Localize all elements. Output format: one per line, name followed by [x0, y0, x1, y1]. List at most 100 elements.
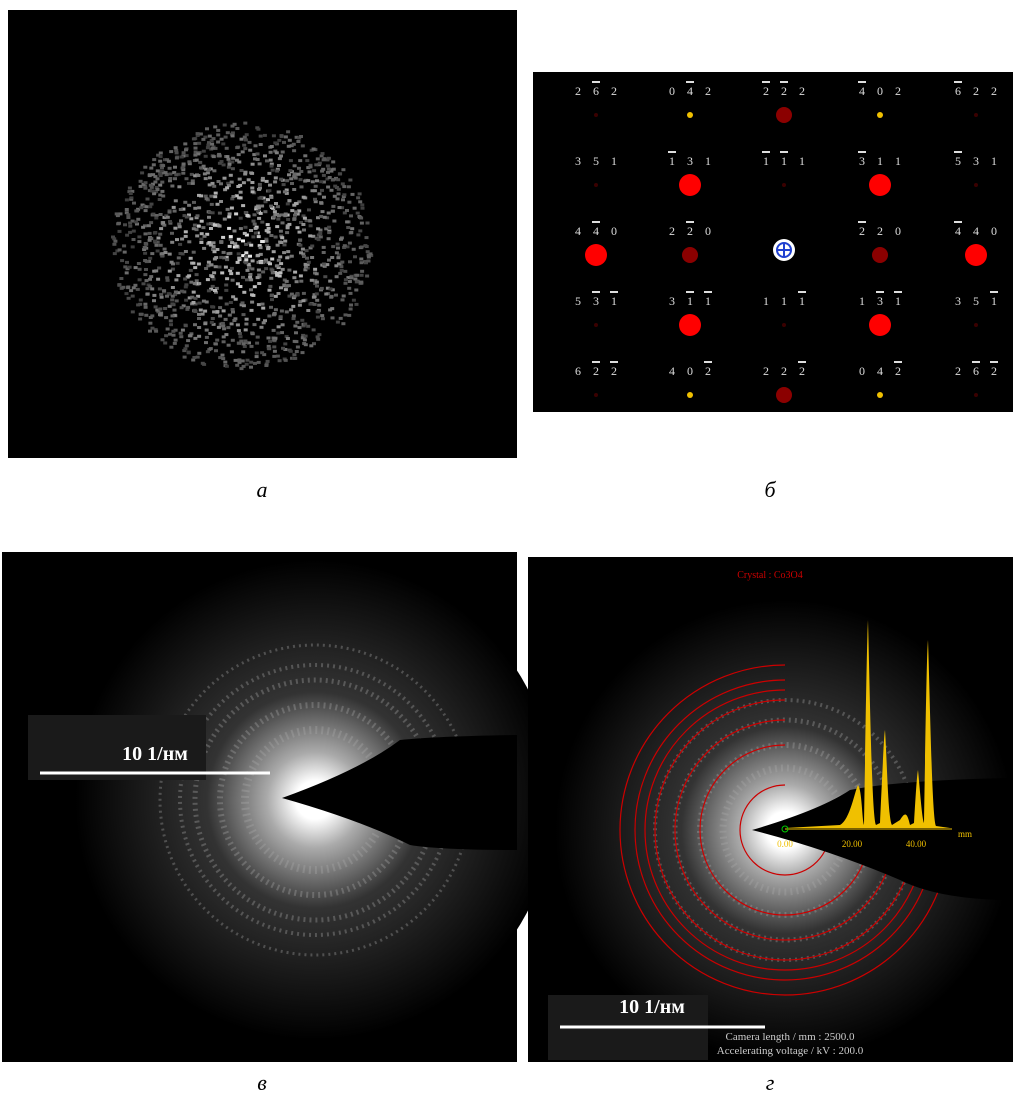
- speckle: [127, 297, 131, 300]
- speckle: [223, 177, 227, 180]
- speckle: [312, 296, 316, 299]
- speckle: [255, 342, 259, 345]
- speckle: [331, 205, 335, 208]
- speckle: [152, 294, 156, 297]
- speckle: [208, 211, 212, 214]
- speckle: [203, 235, 207, 238]
- speckle: [257, 274, 261, 277]
- index-digit: 1: [991, 154, 997, 168]
- speckle: [231, 279, 235, 282]
- index-digit: 2: [611, 364, 617, 378]
- speckle: [260, 326, 264, 329]
- speckle: [158, 313, 162, 316]
- speckle: [345, 220, 349, 223]
- image-b: [533, 72, 1013, 412]
- speckle: [269, 196, 273, 199]
- speckle: [277, 259, 281, 262]
- speckle: [143, 273, 147, 276]
- speckle: [285, 280, 289, 283]
- speckle: [147, 224, 151, 227]
- speckle: [249, 361, 253, 364]
- speckle: [227, 227, 231, 230]
- speckle: [155, 244, 159, 247]
- speckle: [159, 293, 163, 296]
- speckle: [224, 284, 228, 287]
- speckle: [199, 194, 203, 197]
- speckle: [123, 223, 127, 226]
- speckle: [219, 296, 223, 299]
- speckle: [170, 298, 174, 301]
- speckle: [285, 231, 289, 234]
- index-digit: 1: [781, 154, 787, 168]
- speckle: [320, 287, 324, 290]
- speckle: [216, 141, 220, 144]
- speckle: [125, 292, 129, 295]
- speckle: [174, 278, 178, 281]
- speckle: [139, 180, 143, 183]
- speckle: [294, 202, 298, 205]
- index-digit: 4: [877, 364, 883, 378]
- speckle: [194, 310, 198, 313]
- speckle: [182, 163, 186, 166]
- speckle: [170, 261, 174, 264]
- speckle: [287, 269, 291, 272]
- speckle: [191, 179, 195, 182]
- speckle: [310, 256, 314, 259]
- speckle: [360, 222, 364, 225]
- speckle: [163, 248, 167, 251]
- speckle: [278, 275, 282, 278]
- speckle: [219, 200, 223, 203]
- speckle: [218, 315, 222, 318]
- speckle: [273, 312, 277, 315]
- index-digit: 2: [895, 364, 901, 378]
- speckle: [145, 279, 149, 282]
- speckle: [222, 335, 226, 338]
- index-digit: 4: [955, 224, 961, 238]
- speckle: [283, 214, 287, 217]
- speckle: [150, 203, 154, 206]
- speckle: [292, 314, 296, 317]
- speckle: [316, 157, 320, 160]
- speckle: [228, 245, 232, 248]
- speckle: [231, 339, 235, 342]
- spot: [687, 392, 693, 398]
- speckle: [171, 330, 175, 333]
- speckle: [249, 288, 253, 291]
- speckle: [290, 182, 294, 185]
- speckle: [230, 322, 234, 325]
- speckle: [274, 295, 278, 298]
- speckle: [349, 276, 353, 279]
- speckle: [341, 298, 345, 301]
- spot: [776, 107, 792, 123]
- speckle: [212, 169, 216, 172]
- speckle: [268, 340, 272, 343]
- speckle: [154, 305, 158, 308]
- speckle: [341, 182, 345, 185]
- speckle: [197, 263, 201, 266]
- speckle: [278, 157, 282, 160]
- speckle: [345, 209, 349, 212]
- speckle: [198, 302, 202, 305]
- speckle: [250, 181, 254, 184]
- speckle: [335, 275, 339, 278]
- speckle: [152, 299, 156, 302]
- spot: [594, 393, 598, 397]
- speckle: [173, 177, 177, 180]
- speckle: [237, 238, 241, 241]
- speckle: [281, 268, 285, 271]
- speckle: [338, 173, 342, 176]
- speckle: [287, 173, 291, 176]
- speckle: [311, 180, 315, 183]
- speckle: [257, 235, 261, 238]
- speckle: [268, 184, 272, 187]
- spot: [965, 244, 987, 266]
- speckle: [307, 261, 311, 264]
- speckle: [184, 230, 188, 233]
- speckle: [308, 220, 312, 223]
- speckle: [298, 244, 302, 247]
- speckle: [261, 270, 265, 273]
- speckle: [303, 217, 307, 220]
- speckle: [156, 169, 160, 172]
- speckle: [148, 322, 152, 325]
- speckle: [306, 179, 310, 182]
